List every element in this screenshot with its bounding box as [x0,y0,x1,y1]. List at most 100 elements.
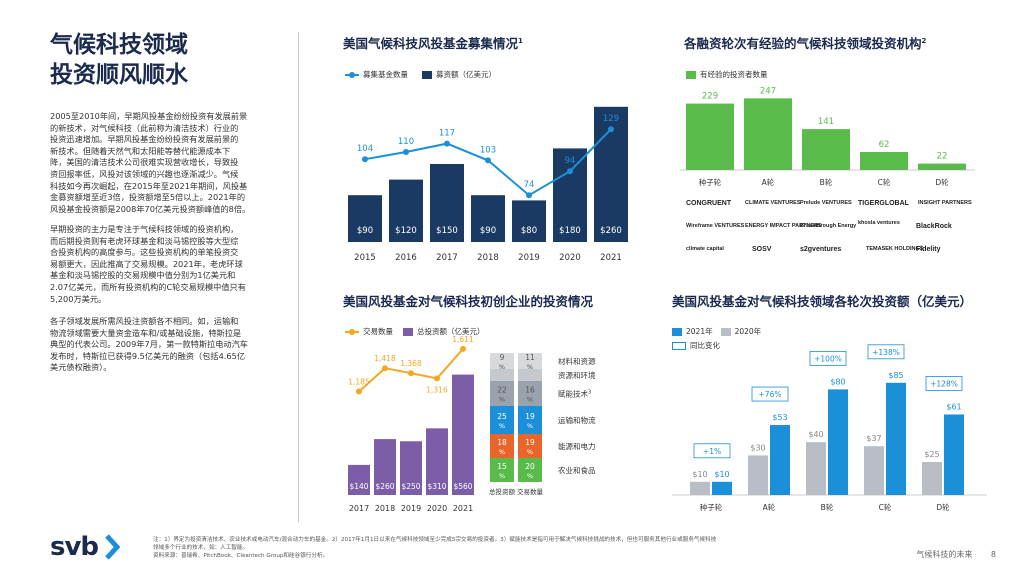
chart1-bar-label: $80 [521,226,537,236]
page-number: 8 [990,550,996,559]
chart3-stack-value: 19 [525,438,535,447]
chart2-svg: 229 种子轮 247 A轮 141 B轮 62 C轮 22 D轮 [680,86,975,187]
chart3-x-tick: 2018 [375,504,395,513]
chart1-point-label: 104 [357,144,373,154]
chart1-svg: $90 2015 $120 2016 $150 2017 $90 2018 $80 2019 $18… [348,106,628,263]
chart4-change-box [867,344,905,360]
chart3-point [382,365,388,372]
p2-line: 基金和淡马锡控股的交易规模中值分别为1亿美元和 [50,270,236,281]
chart2-x-tick: 种子轮 [699,177,722,187]
chart4-bar-2020 [864,446,884,495]
body-paragraph-1: 2005至2010年间，早期风投基金纷纷投资有发展前景 的新技术，对气候科技（此前… [50,111,285,215]
outline-legend-icon [672,341,686,350]
p2-line: 5,200万美元。 [50,293,107,304]
investor-logo: Fidelity [916,246,941,253]
chart3-stack-unit: % [499,472,505,480]
chart2-bar [860,152,908,170]
footer-title: 气候科技的未来 [916,550,973,559]
chart4-bar-2020 [922,462,942,495]
investor-logo: ENERGY IMPACT PARTNERS [745,223,822,229]
chart2-bar [744,98,792,170]
chart3-stack-unit: % [499,448,505,456]
investor-logo: Wireframe VENTURES [686,223,745,229]
chart3-stack-segment [518,353,542,369]
chart3-x-tick: 2017 [349,504,369,513]
chart2-x-tick: C轮 [878,177,891,187]
p1-line: 新技术。但随着天然气和太阳能等替代能源成本下 [50,145,231,156]
p1-line: 风投基金投资额是2008年70亿美元投资额峰值的8倍。 [50,203,251,214]
investor-logo: INSIGHT PARTNERS [918,200,972,206]
chart3-point-label: 1,418 [374,354,396,363]
chart3-sector-label: 赋能技术3 [558,389,591,399]
chart3-point [356,388,362,395]
p3-line: 典型的代表公司。2009年7月，第一款特斯拉电动汽车 [50,339,248,350]
p1-line: 投资迅速增加。早期风投基金纷纷投资有发展前景的 [50,134,239,145]
chart3-bar [400,441,422,495]
chart1-bar [553,148,587,242]
footer: 气候科技的未来 8 [916,549,996,560]
chart3-stack-unit: % [499,396,505,404]
chart4-bar-2021 [886,382,906,495]
chart1-legend: 募集基金数量 募资额（亿美元） [345,69,496,80]
investor-logo: TIGERGLOBAL [858,200,909,207]
chart3-point-label: 1,185 [348,378,370,387]
chart3-stack-unit: % [527,422,533,430]
chart1-x-tick: 2015 [354,253,376,263]
chart1-bar-label: $90 [480,226,496,236]
p1-line: 降，美国的清洁技术公司很难实现营收增长，导致投 [50,157,239,168]
p1-line: 科技如今再次崛起，在2015年至2021年期间，风投基 [50,180,248,191]
chart2-title: 各融资轮次有经验的气候科技领域投资机构2 [684,36,927,51]
chart3-point-label: 1,316 [426,385,448,394]
chart3-stack-segment [518,458,542,482]
chart4-label-2020: $10 [692,470,707,479]
p3-line: 发布时，特斯拉已获得9.5亿美元的融资（包括4.65亿 [50,350,246,361]
chart3-legend-bar: 总投资额（亿美元） [417,327,485,336]
chart3-bar-label: $560 [453,482,472,491]
chart3-title: 美国风投基金对气候科技初创企业的投资情况 [343,294,594,309]
chart3-bar-label: $260 [375,482,394,491]
p2-line: 而后期投资则有老虎环球基金和淡马锡控股等大型综 [50,235,239,246]
chart3-point [408,370,414,377]
chart1-bar [471,195,505,242]
chart4-change-label: +100% [814,354,842,363]
chart3-stack-value: 11 [525,353,535,362]
chart4-legend-2020: 2020年 [734,327,762,336]
chart3-bar-label: $310 [427,482,446,491]
investor-logo: TEMASEK HOLDINGS [866,246,924,252]
chart4-label-2020: $30 [750,443,765,452]
chart3-stack-unit: % [527,448,533,456]
chart1-bar-label: $260 [600,226,622,236]
chart3-stack-unit: % [527,396,533,404]
chart3-bar [426,428,448,495]
p2-line: 合投资机构的高度参与。这些投资机构的单笔投资交 [50,247,239,258]
chart1-point-label: 117 [439,129,455,139]
title-line-2: 投资顺风顺水 [50,62,188,88]
footnote-line: 注：1）界定为投资清洁技术、农业技术或电动汽车/混合动力车的基金。2）2017年… [153,537,717,543]
chart1-x-tick: 2018 [477,253,499,263]
chart4-bar-2021 [944,414,964,495]
chart4-label-2021: $85 [888,371,903,380]
chart1-point-label: 94 [565,156,576,166]
chart2-bar-label: 141 [818,117,834,127]
p1-line: 金募资额增至近3倍，投资额增至5倍以上。2021年的 [50,192,246,203]
chart4-x-tick: C轮 [879,502,892,512]
chart3-stack-unit: % [527,363,533,371]
chart2-x-tick: B轮 [820,177,833,187]
chart3-stack-value: 9 [500,353,505,362]
chart2-bar-label: 62 [879,140,890,150]
chart3-stack-value: 22 [497,386,507,395]
chart3-point [434,375,440,382]
chart1-point [526,192,532,199]
chart3-legend: 交易数量 总投资额（亿美元） [345,326,485,337]
chart1-bar-label: $180 [559,226,581,236]
chart4-x-tick: D轮 [936,502,950,512]
chart3-bar [348,464,370,495]
chart2-x-tick: A轮 [762,177,775,187]
chart1-point [362,156,368,163]
chart4-label-2020: $37 [866,434,881,443]
bar-legend-icon [403,327,413,336]
chart3-stack-segment [490,369,514,381]
investor-logo: Breakthrough Energy [800,223,857,229]
vertical-divider [298,32,299,522]
